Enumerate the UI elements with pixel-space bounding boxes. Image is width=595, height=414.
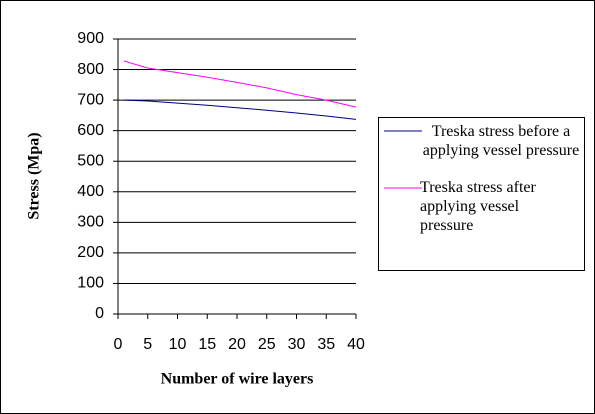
x-tick-label: 20 xyxy=(228,336,246,353)
y-tick-label: 100 xyxy=(77,275,104,292)
y-tick-label: 900 xyxy=(77,30,104,47)
legend-label: Treska stress after applying vessel pres… xyxy=(420,179,536,234)
legend-box xyxy=(378,117,585,271)
y-tick-label: 400 xyxy=(77,183,104,200)
x-tick-label: 30 xyxy=(288,336,306,353)
x-tick-label: 5 xyxy=(143,336,152,353)
x-tick-label: 0 xyxy=(114,336,123,353)
y-tick-label: 0 xyxy=(95,305,104,322)
y-tick-label: 700 xyxy=(77,91,104,108)
x-tick-label: 35 xyxy=(317,336,335,353)
y-tick-label: 200 xyxy=(77,244,104,261)
y-tick-label: 300 xyxy=(77,214,104,231)
x-axis-title: Number of wire layers xyxy=(161,371,314,388)
legend-label: Treska stress before a applying vessel p… xyxy=(422,123,580,159)
series-line xyxy=(123,99,357,120)
series-line xyxy=(123,60,357,108)
x-tick-label: 25 xyxy=(258,336,276,353)
x-tick-label: 40 xyxy=(347,336,365,353)
y-tick-label: 800 xyxy=(77,61,104,78)
x-tick-label: 10 xyxy=(169,336,187,353)
x-tick-label: 15 xyxy=(198,336,216,353)
y-tick-label: 600 xyxy=(77,122,104,139)
y-tick-label: 500 xyxy=(77,152,104,169)
y-axis-title: Stress (Mpa) xyxy=(26,132,43,219)
